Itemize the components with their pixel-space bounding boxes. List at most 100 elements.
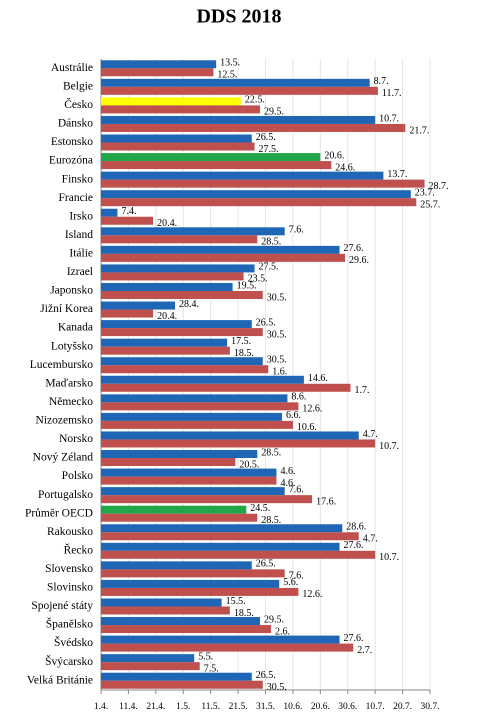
y-tick-label: Izrael — [67, 266, 93, 278]
bar — [101, 328, 263, 337]
bar — [101, 290, 263, 299]
bar — [101, 532, 359, 541]
bar — [101, 654, 195, 663]
data-label: 15.5. — [226, 596, 246, 607]
data-label: 29.5. — [264, 614, 284, 625]
data-label: 30.5. — [267, 329, 287, 340]
bar — [101, 253, 346, 262]
bar — [101, 216, 154, 225]
x-tick-label: 20.6. — [311, 702, 330, 712]
data-label: 28.5. — [261, 515, 281, 526]
bar — [101, 309, 154, 318]
data-label: 7.6. — [289, 225, 304, 236]
bar — [101, 105, 261, 114]
data-label: 24.6. — [335, 162, 355, 173]
data-label: 7.5. — [204, 663, 219, 674]
bar — [101, 264, 255, 273]
data-label: 13.7. — [387, 169, 407, 180]
data-label: 2.7. — [357, 645, 372, 656]
bar — [101, 179, 425, 188]
y-tick-label: Norsko — [59, 433, 93, 445]
bar — [101, 86, 378, 95]
bar — [101, 208, 118, 217]
data-label: 5.5. — [198, 651, 213, 662]
y-tick-label: Švýcarsko — [45, 654, 93, 668]
chart-title: DDS 2018 — [196, 6, 281, 28]
y-tick-label: Francie — [59, 192, 93, 204]
data-label: 20.4. — [157, 218, 177, 229]
data-label: 6.6. — [286, 410, 301, 421]
y-tick-label: Island — [65, 229, 93, 241]
data-label: 28.7. — [429, 181, 449, 192]
x-tick-label: 30.6. — [338, 702, 357, 712]
y-tick-label: Slovinsko — [47, 582, 93, 594]
y-tick-label: Austrálie — [51, 62, 93, 74]
data-label: 11.7. — [382, 88, 402, 99]
data-label: 14.6. — [308, 373, 328, 384]
data-label: 28.4. — [179, 299, 199, 310]
bar — [101, 115, 376, 124]
bar — [101, 420, 293, 429]
bar — [101, 272, 244, 281]
y-tick-label: Německo — [49, 396, 93, 408]
bar — [101, 198, 417, 207]
bar — [101, 542, 340, 551]
data-label: 19.5. — [237, 280, 257, 291]
x-tick-label: 21.4. — [146, 702, 165, 712]
data-label: 27.6. — [344, 633, 364, 644]
bar — [101, 598, 222, 607]
bar — [101, 134, 252, 143]
data-label: 7.4. — [121, 206, 136, 217]
data-label: 20.6. — [324, 150, 344, 161]
y-tick-label: Japonsko — [50, 285, 93, 297]
bar — [101, 625, 271, 634]
data-label: 30.5. — [267, 355, 287, 366]
data-label: 5.6. — [283, 577, 298, 588]
data-label: 10.6. — [297, 422, 317, 433]
x-tick-label: 1.4. — [94, 702, 108, 712]
bar — [101, 505, 247, 514]
bar — [101, 320, 252, 329]
bar — [101, 60, 217, 69]
bar — [101, 606, 230, 615]
data-label: 20.4. — [157, 311, 177, 322]
bar — [101, 487, 285, 496]
data-label: 30.5. — [267, 682, 287, 693]
bar — [101, 245, 340, 254]
y-tick-label: Belgie — [63, 80, 93, 92]
bar — [101, 301, 176, 310]
bar — [101, 383, 351, 392]
y-tick-label: Švédsko — [54, 635, 93, 649]
data-label: 12.6. — [302, 404, 322, 415]
data-label: 12.6. — [302, 589, 322, 600]
data-label: 28.5. — [261, 237, 281, 248]
bar — [101, 68, 214, 77]
data-label: 4.6. — [280, 478, 295, 489]
data-label: 30.5. — [267, 292, 287, 303]
y-tick-label: Irsko — [69, 210, 93, 222]
y-tick-label: Spojené státy — [31, 600, 93, 612]
data-label: 18.5. — [234, 348, 254, 359]
bar — [101, 561, 252, 570]
data-label: 13.5. — [220, 58, 240, 69]
y-tick-label: Estonsko — [51, 136, 93, 148]
data-label: 29.6. — [349, 255, 369, 266]
x-tick-label: 31.5. — [256, 702, 275, 712]
bar — [101, 617, 261, 626]
data-label: 24.5. — [250, 503, 270, 514]
bar — [101, 235, 258, 244]
y-tick-label: Polsko — [62, 470, 94, 482]
bar — [101, 439, 376, 448]
y-tick-label: Řecko — [64, 542, 94, 556]
data-label: 10.7. — [379, 552, 399, 563]
data-label: 4.7. — [363, 429, 378, 440]
bar — [101, 672, 252, 681]
bar — [101, 142, 255, 151]
data-label: 21.7. — [409, 125, 429, 136]
y-tick-label: Kanada — [58, 322, 93, 334]
bar — [101, 680, 263, 689]
data-label: 10.7. — [379, 113, 399, 124]
x-tick-label: 11.4. — [119, 702, 138, 712]
bar — [101, 579, 280, 588]
